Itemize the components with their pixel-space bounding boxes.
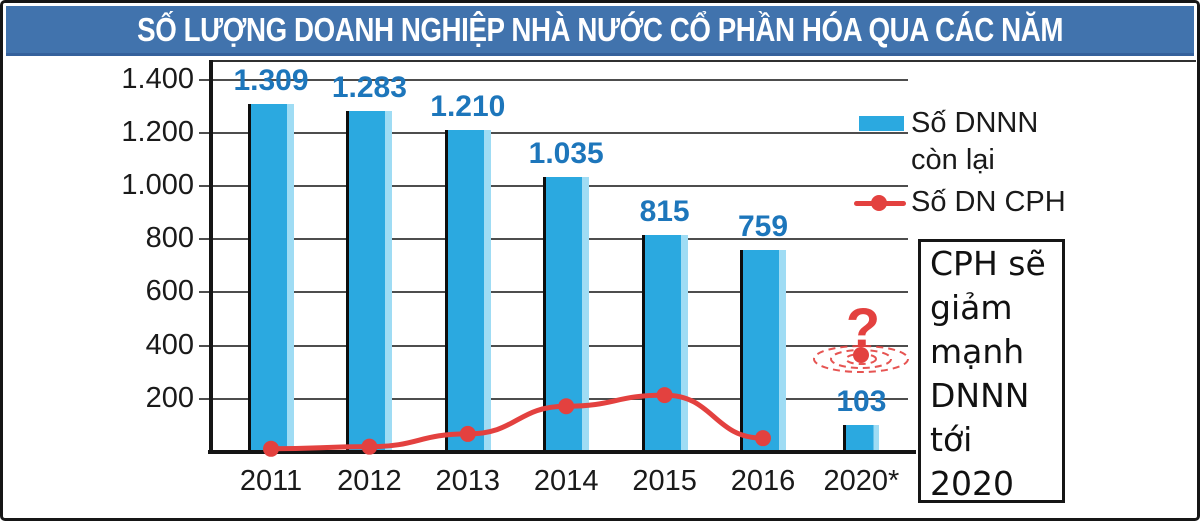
bar-value-label: 1.035 — [528, 136, 604, 170]
annotation-box: CPH sẽ giảm mạnh DNNN tới 2020 — [918, 239, 1065, 503]
x-axis-tick-label: 2015 — [632, 465, 697, 497]
x-axis-tick-label: 2012 — [337, 465, 402, 497]
plot-top-border — [211, 60, 1196, 62]
line-series-so-dn-cph — [268, 392, 766, 452]
x-axis-tick-label: 2020* — [823, 465, 900, 497]
bar-value-label: 1.283 — [331, 70, 407, 104]
legend-label-dnnn-con-lai: Số DNNN còn lại — [911, 107, 1039, 176]
scribble-ellipse-inner — [845, 353, 877, 365]
legend-label-so-dn-cph: Số DN CPH — [911, 186, 1066, 218]
y-axis-tick-label: 600 — [145, 275, 194, 308]
bar-value-label: 815 — [639, 195, 690, 229]
bar-2012 — [346, 110, 393, 452]
bar-2015 — [641, 235, 688, 452]
gridline — [199, 78, 908, 81]
bar-value-label: 103 — [836, 384, 887, 418]
y-axis-tick-label: 1.200 — [121, 115, 194, 148]
x-axis-tick-label: 2011 — [239, 465, 303, 497]
bar-value-label: 1.309 — [233, 63, 309, 97]
bar-value-label: 759 — [737, 210, 789, 244]
bar-2014 — [543, 176, 590, 452]
scribble-ellipse-mid — [830, 349, 892, 369]
bar-2013 — [444, 130, 491, 452]
y-axis-line — [209, 60, 213, 454]
projected-point-dot — [853, 347, 869, 363]
y-axis-tick-label: 1.400 — [121, 62, 194, 95]
gridline — [199, 131, 908, 134]
y-axis-tick-label: 800 — [145, 222, 194, 255]
x-axis-tick-label: 2016 — [730, 465, 796, 497]
projected-point-marker: ? — [813, 296, 909, 373]
scribble-ellipse-outer — [813, 345, 909, 373]
y-axis-tick-label: 1.000 — [121, 169, 194, 201]
legend-dot-marker-icon — [871, 195, 887, 211]
bar-value-label: 1.210 — [430, 90, 506, 124]
bar-2011 — [248, 103, 294, 452]
x-axis-tick-label: 2013 — [435, 465, 501, 497]
legend-swatch-bar-icon — [859, 116, 904, 131]
y-axis-tick-label: 200 — [145, 381, 194, 414]
bar-2020* — [843, 424, 880, 452]
x-axis-line — [208, 450, 916, 454]
title-bar: SỐ LƯỢNG DOANH NGHIỆP NHÀ NƯỚC CỔ PHẦN H… — [6, 6, 1194, 56]
bar-2016 — [740, 250, 786, 452]
chart-title: SỐ LƯỢNG DOANH NGHIỆP NHÀ NƯỚC CỔ PHẦN H… — [137, 10, 1063, 48]
x-axis-tick-label: 2014 — [533, 465, 599, 497]
question-mark-symbol: ? — [846, 296, 880, 359]
y-axis-tick-label: 400 — [145, 328, 194, 361]
